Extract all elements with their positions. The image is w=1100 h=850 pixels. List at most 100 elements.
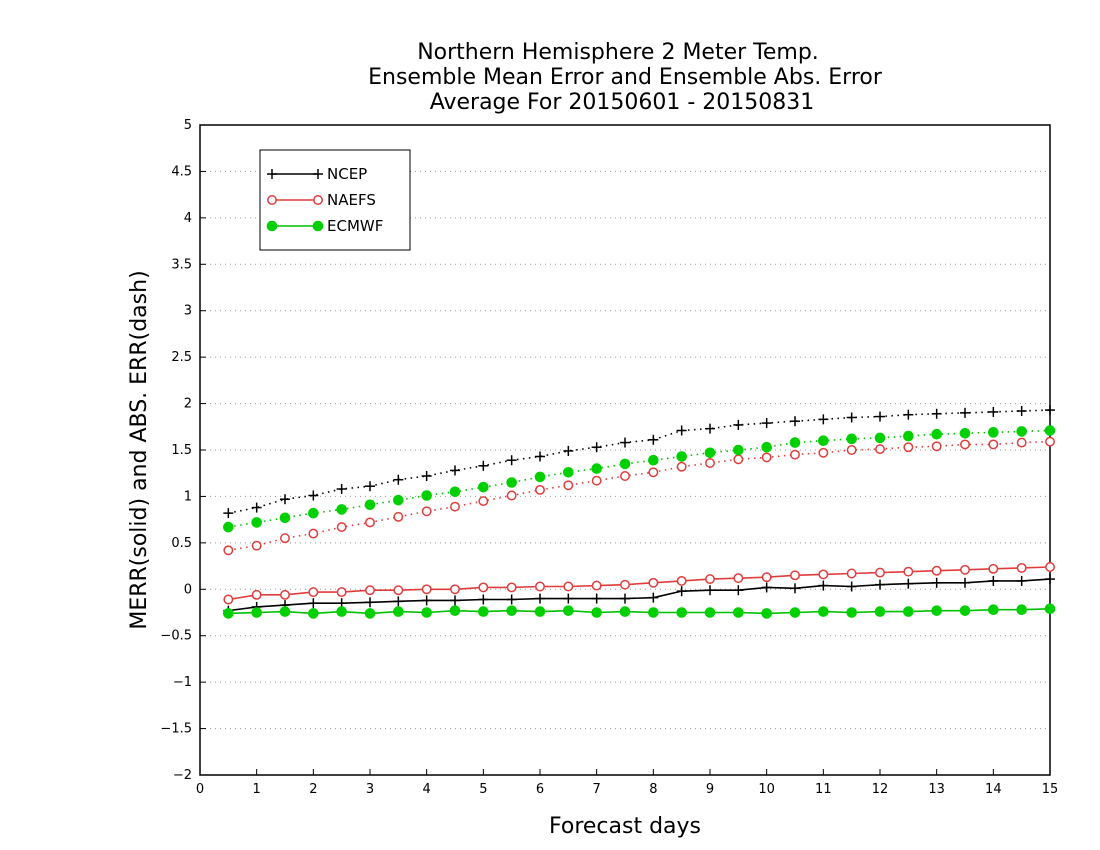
- naefs-abs-error-point: [620, 471, 630, 481]
- x-tick-label: 2: [309, 782, 317, 797]
- naefs-abs-error-point: [393, 511, 404, 522]
- ecmwf-mean-error-point: [591, 607, 602, 618]
- y-tick-label: 1.5: [171, 443, 192, 458]
- naefs-abs-error-line: [228, 440, 1051, 552]
- ecmwf-abs-error-point: [449, 486, 461, 498]
- y-tick-label: 3: [184, 304, 192, 319]
- ncep-mean-error-point: [818, 580, 829, 591]
- ecmwf-mean-error-line: [228, 607, 1051, 615]
- x-tick-label: 4: [423, 782, 431, 797]
- x-tick-label: 11: [815, 782, 832, 797]
- ecmwf-abs-error-point: [988, 427, 999, 438]
- ecmwf-mean-error-point: [903, 606, 914, 617]
- ncep-mean-error-point: [535, 593, 545, 604]
- ecmwf-abs-error-point: [308, 507, 319, 519]
- ncep-mean-error-point: [620, 593, 630, 604]
- ecmwf-abs-error-point: [789, 437, 801, 448]
- ncep-abs-error-point: [450, 465, 460, 476]
- y-tick-label: −0.5: [160, 629, 192, 644]
- naefs-mean-error-point: [846, 568, 857, 579]
- legend: NCEP NAEFS ECMWF: [259, 149, 411, 251]
- naefs-abs-error-point: [506, 490, 517, 501]
- x-tick-label: 3: [366, 782, 374, 797]
- naefs-mean-error-point: [535, 581, 545, 592]
- legend-marker: [267, 169, 277, 179]
- ncep-mean-error-point: [478, 594, 489, 605]
- ncep-mean-error-point: [733, 585, 744, 596]
- ecmwf-mean-error-point: [619, 606, 631, 617]
- naefs-abs-error-point: [336, 522, 347, 533]
- y-tick-label: −1: [173, 675, 192, 690]
- naefs-abs-error-point: [931, 441, 942, 452]
- ncep-abs-error-point: [988, 406, 999, 417]
- ecmwf-mean-error-point: [818, 606, 829, 617]
- ncep-abs-error-point: [620, 437, 630, 448]
- naefs-mean-error-point: [223, 594, 234, 605]
- naefs-abs-error-point: [251, 540, 262, 551]
- ecmwf-mean-error-point: [988, 604, 999, 616]
- ecmwf-abs-error-point: [478, 481, 489, 493]
- ecmwf-mean-error-point: [733, 607, 744, 618]
- naefs-mean-error-point: [421, 584, 432, 595]
- y-axis-label: MERR(solid) and ABS. ERR(dash): [127, 270, 152, 629]
- ncep-mean-error-point: [308, 598, 319, 609]
- ncep-mean-error-point: [421, 595, 432, 606]
- naefs-mean-error-point: [790, 570, 800, 581]
- ecmwf-abs-error-point: [619, 458, 631, 470]
- legend-marker: [313, 195, 323, 205]
- ecmwf-mean-error-point: [676, 607, 687, 618]
- y-tick-label: 2: [184, 397, 192, 412]
- ecmwf-mean-error-point: [1044, 603, 1056, 615]
- naefs-abs-error-point: [308, 528, 319, 539]
- series-naefs: [223, 436, 1055, 605]
- ecmwf-abs-error-point: [733, 444, 744, 456]
- ecmwf-abs-error-point: [506, 477, 517, 488]
- naefs-mean-error-point: [450, 584, 460, 595]
- ncep-abs-error-point: [535, 451, 545, 462]
- ncep-abs-error-point: [960, 407, 970, 418]
- naefs-mean-error-point: [308, 587, 319, 598]
- ecmwf-abs-error-line: [228, 429, 1051, 528]
- naefs-abs-error-point: [1045, 436, 1055, 447]
- y-tick-label: 1: [184, 489, 192, 504]
- ncep-abs-error-point: [875, 411, 885, 422]
- x-tick-label: 5: [479, 782, 487, 797]
- ecmwf-mean-error-point: [931, 605, 942, 616]
- ncep-abs-error-point: [931, 408, 942, 419]
- gridlines: [200, 170, 1050, 730]
- ncep-abs-error-point: [818, 414, 829, 425]
- x-tick-label: 9: [706, 782, 714, 797]
- naefs-mean-error-point: [960, 564, 970, 575]
- y-tick-label: 0.5: [171, 536, 192, 551]
- ncep-mean-error-point: [988, 575, 999, 586]
- ncep-abs-error-point: [280, 494, 290, 505]
- naefs-abs-error-point: [790, 449, 800, 460]
- ncep-abs-error-point: [563, 445, 574, 456]
- ncep-abs-error-point: [421, 471, 432, 481]
- ncep-abs-error-point: [223, 508, 234, 519]
- ncep-mean-error-point: [761, 582, 772, 593]
- ecmwf-abs-error-point: [591, 463, 602, 474]
- naefs-mean-error-point: [251, 589, 262, 600]
- ncep-abs-error-point: [591, 442, 602, 453]
- title-line-3: Average For 20150601 - 20150831: [430, 90, 815, 115]
- ecmwf-mean-error-point: [874, 606, 886, 617]
- ncep-abs-error-point: [308, 490, 319, 501]
- chart-title: Northern Hemisphere 2 Meter Temp. Ensemb…: [368, 40, 883, 115]
- naefs-abs-error-point: [846, 445, 857, 455]
- naefs-mean-error-point: [393, 585, 404, 596]
- x-tick-label: 13: [928, 782, 945, 797]
- ncep-abs-error-point: [648, 434, 659, 445]
- naefs-mean-error-point: [761, 572, 772, 583]
- naefs-mean-error-point: [620, 579, 630, 590]
- ecmwf-abs-error-point: [931, 428, 942, 440]
- naefs-abs-error-point: [988, 439, 999, 450]
- naefs-abs-error-point: [875, 444, 885, 455]
- ecmwf-mean-error-point: [308, 608, 319, 619]
- ncep-abs-error-point: [336, 484, 347, 494]
- legend-item-ncep: NCEP: [267, 165, 367, 183]
- legend-marker: [266, 220, 278, 232]
- naefs-mean-error-point: [280, 589, 290, 600]
- naefs-mean-error-point: [478, 582, 489, 593]
- ecmwf-mean-error-point: [449, 605, 461, 616]
